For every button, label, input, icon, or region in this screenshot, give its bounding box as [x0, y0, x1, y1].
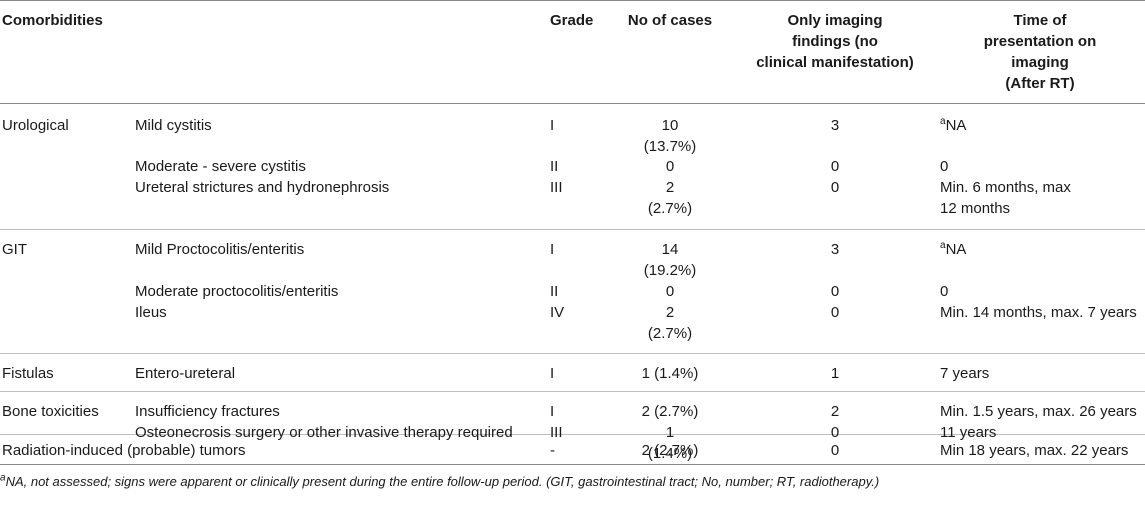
- cases-count: 2: [665, 179, 675, 196]
- item-label: Osteonecrosis surgery or other invasive …: [135, 424, 513, 441]
- time-cell: 11 years: [940, 424, 997, 441]
- group-divider: [0, 391, 1145, 392]
- time-line: 12 months: [940, 200, 1011, 217]
- header-comorbidities: Comorbidities: [2, 12, 103, 29]
- header-line: (After RT): [1005, 75, 1075, 92]
- footnote-marker: a: [940, 240, 946, 251]
- grade-cell: IV: [550, 304, 565, 321]
- cases-percent: (13.7%): [643, 138, 697, 155]
- category-git: GIT: [2, 241, 27, 258]
- header-bottom-rule: [0, 103, 1145, 104]
- time-cell: aNA: [940, 239, 966, 260]
- item-label: Mild Proctocolitis/enteritis: [135, 241, 305, 258]
- group-divider: [0, 229, 1145, 230]
- grade-cell: I: [550, 241, 555, 258]
- time-cell: Min. 14 months, max. 7 years: [940, 304, 1137, 321]
- imaging-cell: 3: [830, 241, 840, 258]
- grade-cell: II: [550, 283, 559, 300]
- cases-percent: (2.7%): [647, 325, 693, 342]
- time-cell: aNA: [940, 115, 966, 136]
- cases-percent: (1.4%): [647, 445, 693, 462]
- cases-cell: 1 (1.4%): [610, 422, 730, 464]
- cases-cell: 14 (19.2%): [610, 239, 730, 281]
- header-no-of-cases: No of cases: [627, 12, 713, 29]
- table-bottom-rule: [0, 464, 1145, 465]
- grade-cell: III: [550, 424, 563, 441]
- header-line: Only imaging: [787, 12, 883, 29]
- time-cell: Min. 1.5 years, max. 26 years: [940, 403, 1137, 420]
- cases-cell: 0: [665, 283, 675, 300]
- imaging-cell: 1: [830, 365, 840, 382]
- category-radiation-induced-tumors: Radiation-induced (probable) tumors: [2, 442, 246, 459]
- imaging-cell: 0: [830, 304, 840, 321]
- group-divider: [0, 353, 1145, 354]
- imaging-cell: 0: [830, 179, 840, 196]
- time-cell: 7 years: [940, 365, 990, 382]
- imaging-cell: 0: [830, 424, 840, 441]
- time-cell: 0: [940, 283, 949, 300]
- time-value: NA: [945, 117, 967, 134]
- header-line: clinical manifestation): [756, 54, 914, 71]
- category-bone-toxicities: Bone toxicities: [2, 403, 99, 420]
- item-label: Ileus: [135, 304, 167, 321]
- cases-cell: 0: [665, 158, 675, 175]
- header-line: presentation on: [983, 33, 1097, 50]
- item-label: Moderate - severe cystitis: [135, 158, 306, 175]
- item-label: Insufficiency fractures: [135, 403, 280, 420]
- cases-cell: 2 (2.7%): [641, 442, 699, 459]
- item-label: Mild cystitis: [135, 117, 212, 134]
- grade-cell: I: [550, 403, 555, 420]
- category-urological: Urological: [2, 117, 69, 134]
- header-time-of-presentation: Time of presentation on imaging (After R…: [935, 10, 1145, 94]
- cases-count: 10: [661, 117, 679, 134]
- item-label: Ureteral strictures and hydronephrosis: [135, 179, 390, 196]
- category-fistulas: Fistulas: [2, 365, 54, 382]
- grade-cell: III: [550, 179, 563, 196]
- cases-cell: 2 (2.7%): [610, 177, 730, 219]
- header-grade: Grade: [550, 12, 594, 29]
- footnote-marker: a: [0, 472, 6, 484]
- imaging-cell: 2: [830, 403, 840, 420]
- imaging-cell: 0: [830, 158, 840, 175]
- group-divider: [0, 434, 1145, 435]
- imaging-cell: 0: [830, 283, 840, 300]
- cases-count: 1: [665, 424, 675, 441]
- header-line: imaging: [1011, 54, 1069, 71]
- table-footnote: aNA, not assessed; signs were apparent o…: [0, 473, 879, 491]
- item-label: Moderate proctocolitis/enteritis: [135, 283, 339, 300]
- cases-count: 14: [661, 241, 679, 258]
- cases-percent: (19.2%): [643, 262, 697, 279]
- time-line: Min. 6 months, max: [940, 179, 1071, 196]
- grade-cell: I: [550, 117, 555, 134]
- grade-cell: I: [550, 365, 555, 382]
- imaging-cell: 3: [830, 117, 840, 134]
- time-cell: 0: [940, 158, 949, 175]
- cases-cell: 1 (1.4%): [641, 365, 699, 382]
- header-line: Time of: [1013, 12, 1067, 29]
- time-cell: Min. 6 months, max 12 months: [940, 177, 1071, 219]
- item-label: Entero-ureteral: [135, 365, 236, 382]
- footnote-text: NA, not assessed; signs were apparent or…: [5, 474, 880, 489]
- cases-percent: (2.7%): [647, 200, 693, 217]
- footnote-marker: a: [940, 116, 946, 127]
- grade-cell: II: [550, 158, 559, 175]
- cases-count: 2: [665, 304, 675, 321]
- cases-cell: 2 (2.7%): [641, 403, 699, 420]
- cases-cell: 10 (13.7%): [610, 115, 730, 157]
- time-value: NA: [945, 241, 967, 258]
- cases-cell: 2 (2.7%): [610, 302, 730, 344]
- time-cell: Min 18 years, max. 22 years: [940, 442, 1129, 459]
- header-only-imaging-findings: Only imaging findings (no clinical manif…: [735, 10, 935, 73]
- grade-cell: -: [550, 442, 555, 459]
- header-line: findings (no: [792, 33, 878, 50]
- table-top-rule: [0, 0, 1145, 1]
- imaging-cell: 0: [830, 442, 840, 459]
